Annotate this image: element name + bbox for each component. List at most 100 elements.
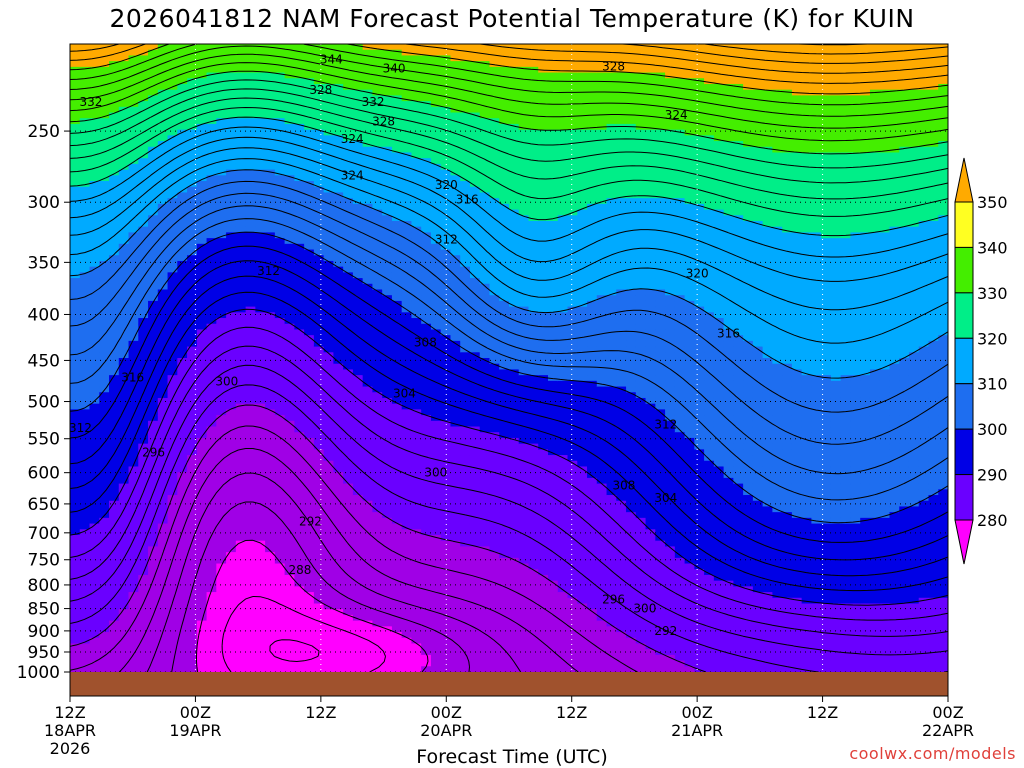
- contour-fill-cell: [235, 209, 247, 216]
- contour-fill-cell: [226, 637, 237, 645]
- contour-fill-cell: [499, 123, 510, 131]
- contour-fill-cell: [450, 517, 461, 525]
- contour-fill-cell: [265, 380, 276, 388]
- contour-fill-cell: [187, 249, 198, 256]
- contour-fill-cell: [401, 557, 413, 565]
- contour-fill-cell: [187, 260, 198, 268]
- contour-fill-cell: [138, 620, 149, 627]
- contour-fill-cell: [323, 614, 334, 622]
- contour-fill-cell: [421, 603, 432, 610]
- contour-fill-cell: [265, 620, 276, 627]
- contour-fill-cell: [109, 363, 120, 371]
- contour-fill-cell: [479, 335, 491, 342]
- contour-fill-cell: [216, 574, 227, 582]
- contour-fill-cell: [362, 312, 374, 319]
- contour-fill-cell: [187, 620, 198, 627]
- contour-fill-cell: [469, 666, 481, 672]
- contour-fill-cell: [304, 455, 315, 462]
- contour-fill-cell: [70, 597, 81, 605]
- contour-fill-cell: [109, 512, 120, 519]
- contour-fill-cell: [206, 152, 217, 159]
- contour-fill-cell: [352, 380, 364, 388]
- contour-fill-cell: [362, 55, 374, 62]
- contour-fill-cell: [284, 209, 295, 216]
- contour-fill-cell: [372, 169, 383, 176]
- contour-fill-cell: [99, 198, 110, 205]
- contour-fill-cell: [99, 238, 110, 245]
- contour-fill-cell: [372, 363, 383, 371]
- contour-fill-cell: [421, 346, 432, 353]
- contour-fill-cell: [255, 346, 266, 353]
- contour-fill-cell: [499, 380, 510, 388]
- contour-fill-cell: [216, 632, 227, 639]
- contour-fill-cell: [255, 340, 266, 348]
- contour-fill-cell: [206, 500, 217, 508]
- contour-fill-cell: [284, 500, 295, 508]
- contour-fill-cell: [294, 620, 305, 627]
- contour-fill-cell: [70, 483, 81, 490]
- contour-fill-cell: [430, 597, 442, 605]
- contour-fill-cell: [255, 249, 266, 256]
- contour-fill-cell: [138, 603, 149, 610]
- contour-fill-cell: [118, 369, 130, 376]
- contour-fill-cell: [187, 569, 198, 576]
- contour-fill-cell: [372, 437, 383, 445]
- contour-fill-cell: [352, 403, 364, 410]
- contour-fill-cell: [187, 437, 198, 445]
- contour-fill-cell: [401, 409, 413, 416]
- contour-fill-cell: [138, 483, 149, 490]
- contour-fill-cell: [70, 415, 81, 422]
- contour-fill-cell: [196, 55, 208, 62]
- contour-fill-cell: [79, 232, 91, 239]
- contour-fill-cell: [313, 609, 325, 616]
- contour-fill-cell: [440, 432, 452, 439]
- contour-fill-cell: [469, 563, 481, 570]
- contour-fill-cell: [401, 552, 413, 559]
- contour-fill-cell: [382, 477, 393, 485]
- contour-fill-cell: [226, 517, 237, 525]
- contour-fill-cell: [450, 609, 461, 616]
- contour-fill-cell: [499, 129, 510, 136]
- contour-fill-cell: [79, 340, 91, 348]
- contour-fill-cell: [70, 546, 81, 553]
- contour-fill-cell: [450, 123, 461, 131]
- contour-fill-cell: [509, 220, 520, 228]
- contour-fill-cell: [148, 626, 159, 633]
- contour-fill-cell: [343, 477, 354, 485]
- contour-fill-cell: [89, 220, 100, 228]
- contour-fill-cell: [167, 392, 178, 399]
- contour-fill-cell: [499, 443, 510, 450]
- contour-fill-cell: [99, 266, 110, 273]
- contour-fill-cell: [187, 552, 198, 559]
- contour-fill-cell: [362, 660, 374, 667]
- contour-fill-cell: [430, 61, 442, 68]
- contour-fill-cell: [216, 437, 227, 445]
- contour-fill-cell: [284, 141, 295, 148]
- contour-fill-cell: [391, 61, 403, 68]
- contour-fill-cell: [382, 495, 393, 502]
- contour-fill-cell: [352, 260, 364, 268]
- contour-fill-cell: [411, 141, 422, 148]
- contour-fill-cell: [157, 523, 169, 530]
- contour-fill-cell: [79, 409, 91, 416]
- contour-fill-cell: [323, 466, 334, 473]
- contour-fill-cell: [265, 574, 276, 582]
- contour-fill-cell: [411, 460, 422, 468]
- contour-fill-cell: [235, 649, 247, 656]
- contour-fill-cell: [343, 243, 354, 251]
- contour-fill-cell: [313, 546, 325, 553]
- contour-fill-cell: [148, 603, 159, 610]
- contour-fill-cell: [99, 409, 110, 416]
- contour-fill-cell: [216, 523, 227, 530]
- contour-fill-cell: [245, 66, 256, 74]
- contour-fill-cell: [235, 643, 247, 650]
- contour-fill-cell: [206, 540, 217, 547]
- contour-fill-cell: [294, 146, 305, 154]
- contour-fill-cell: [89, 278, 100, 285]
- contour-fill-cell: [274, 323, 286, 331]
- contour-fill-cell: [323, 55, 334, 62]
- contour-fill-cell: [372, 118, 383, 125]
- contour-fill-cell: [196, 352, 208, 359]
- contour-fill-cell: [284, 569, 295, 576]
- contour-fill-cell: [509, 306, 520, 313]
